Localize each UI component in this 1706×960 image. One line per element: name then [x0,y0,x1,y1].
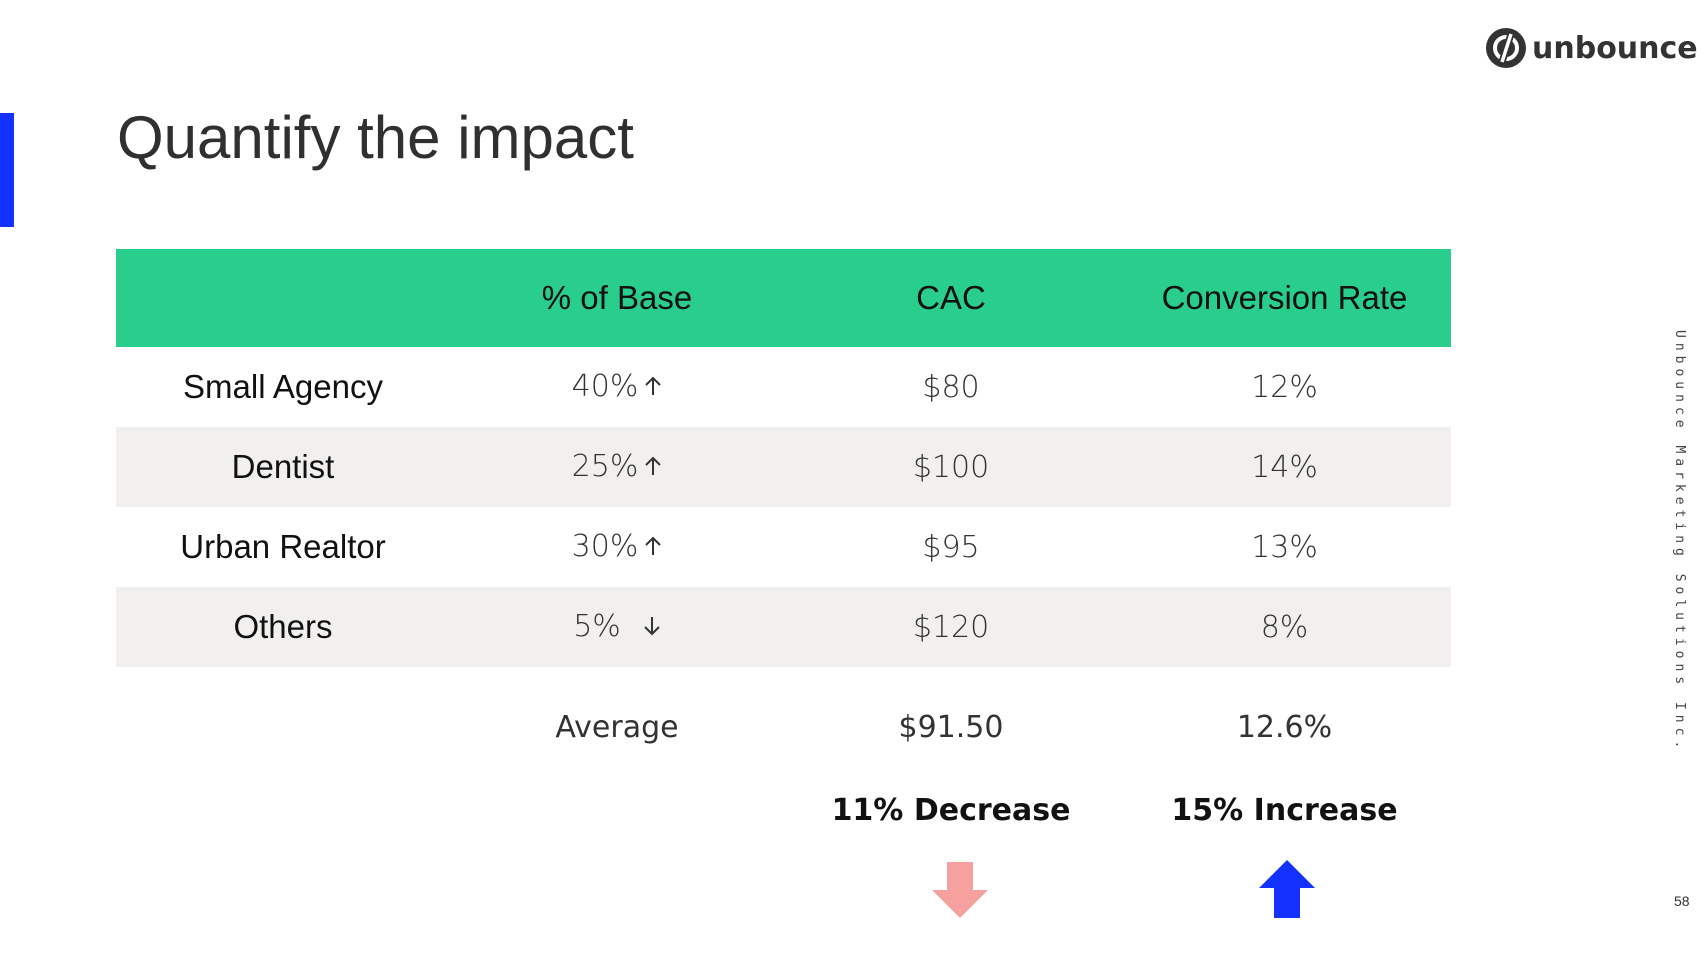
conversion-value: 13% [1251,529,1318,565]
page-number: 58 [1674,893,1690,909]
segment-label: Others [233,608,333,645]
average-label: Average [555,710,679,745]
slide-title: Quantify the impact [117,104,634,171]
decrease-arrow-icon [932,862,988,923]
unbounce-logo-icon [1486,28,1526,68]
base-value: 5% [450,609,784,645]
impact-table: % of Base CAC Conversion Rate Small Agen… [116,249,1451,667]
header-cell-cac: CAC [916,279,986,316]
impact-row: 11% Decrease 15% Increase [116,793,1451,828]
average-spacer [116,710,450,745]
impact-spacer [450,793,784,828]
average-conversion: 12.6% [1236,710,1333,745]
header-cell-conversion: Conversion Rate [1161,279,1408,316]
arrow-up-icon [644,370,662,405]
cac-value: $120 [912,609,990,645]
average-row: Average $91.50 12.6% [116,710,1451,745]
cac-impact-text: 11% Decrease [831,793,1071,828]
base-percent: 30% [571,529,639,564]
segment-label: Urban Realtor [180,528,386,565]
brand-wordmark: unbounce [1532,30,1698,66]
conversion-impact-text: 15% Increase [1171,793,1398,828]
table-row: Urban Realtor 30% $95 13% [116,507,1451,587]
base-value: 25% [450,449,784,485]
accent-bar [0,113,14,227]
table-row: Small Agency 40% $80 12% [116,347,1451,427]
base-percent: 5% [573,609,621,644]
increase-arrow-icon [1259,860,1315,923]
cac-value: $80 [922,369,980,405]
table-row: Others 5% $120 8% [116,587,1451,667]
arrow-up-icon [644,530,662,565]
impact-spacer [116,793,450,828]
base-percent: 40% [571,369,639,404]
segment-label: Small Agency [183,368,383,405]
cac-value: $100 [912,449,990,485]
company-side-text: Unbounce Marketing Solutions Inc. [1672,330,1687,754]
base-value: 40% [450,369,784,405]
conversion-value: 12% [1251,369,1318,405]
average-cac: $91.50 [898,710,1004,745]
base-percent: 25% [571,449,639,484]
arrow-down-icon [643,610,661,645]
conversion-value: 14% [1251,449,1318,485]
header-cell-base: % of Base [541,279,693,316]
cac-value: $95 [922,529,980,565]
table-header: % of Base CAC Conversion Rate [116,249,1451,347]
table-row: Dentist 25% $100 14% [116,427,1451,507]
segment-label: Dentist [231,448,335,485]
base-value: 30% [450,529,784,565]
conversion-value: 8% [1260,609,1309,645]
brand-logo: unbounce [1486,24,1698,72]
arrow-up-icon [644,450,662,485]
